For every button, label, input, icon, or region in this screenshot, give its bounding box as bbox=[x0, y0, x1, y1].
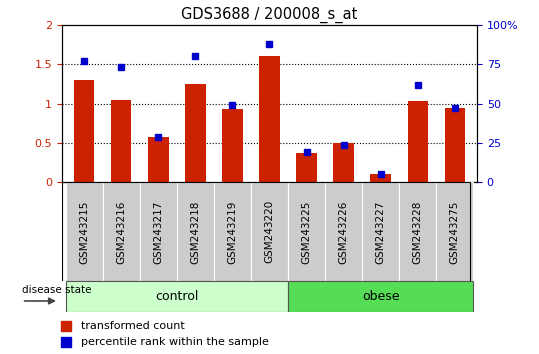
Bar bbox=[140, 182, 177, 281]
Text: GSM243228: GSM243228 bbox=[413, 200, 423, 264]
Text: transformed count: transformed count bbox=[81, 321, 184, 331]
Bar bbox=[251, 182, 288, 281]
Text: GSM243220: GSM243220 bbox=[265, 200, 274, 263]
Text: GSM243218: GSM243218 bbox=[190, 200, 201, 264]
Text: GSM243219: GSM243219 bbox=[227, 200, 238, 264]
Text: GSM243215: GSM243215 bbox=[79, 200, 89, 264]
Bar bbox=[103, 182, 140, 281]
Bar bbox=[399, 182, 436, 281]
Title: GDS3688 / 200008_s_at: GDS3688 / 200008_s_at bbox=[181, 7, 358, 23]
Bar bbox=[148, 137, 169, 182]
Bar bbox=[185, 84, 205, 182]
Text: GSM243225: GSM243225 bbox=[301, 200, 312, 264]
Bar bbox=[445, 108, 465, 182]
Bar bbox=[334, 143, 354, 182]
Bar bbox=[177, 182, 214, 281]
Bar bbox=[370, 175, 391, 182]
Bar bbox=[214, 182, 251, 281]
Bar bbox=[362, 182, 399, 281]
Bar bbox=[407, 101, 428, 182]
Bar bbox=[288, 182, 325, 281]
Bar bbox=[66, 281, 288, 312]
Bar bbox=[111, 99, 132, 182]
Text: GSM243226: GSM243226 bbox=[338, 200, 349, 264]
Bar bbox=[436, 182, 473, 281]
Text: obese: obese bbox=[362, 290, 399, 303]
Bar bbox=[325, 182, 362, 281]
Text: GSM243217: GSM243217 bbox=[153, 200, 163, 264]
Text: disease state: disease state bbox=[22, 285, 91, 295]
Bar bbox=[66, 182, 103, 281]
Text: GSM243275: GSM243275 bbox=[450, 200, 460, 264]
Bar bbox=[288, 281, 473, 312]
Bar bbox=[222, 109, 243, 182]
Bar bbox=[259, 56, 280, 182]
Text: control: control bbox=[155, 290, 198, 303]
Bar bbox=[74, 80, 94, 182]
Text: GSM243227: GSM243227 bbox=[376, 200, 386, 264]
Bar bbox=[296, 153, 317, 182]
Text: GSM243216: GSM243216 bbox=[116, 200, 126, 264]
Text: percentile rank within the sample: percentile rank within the sample bbox=[81, 337, 268, 347]
